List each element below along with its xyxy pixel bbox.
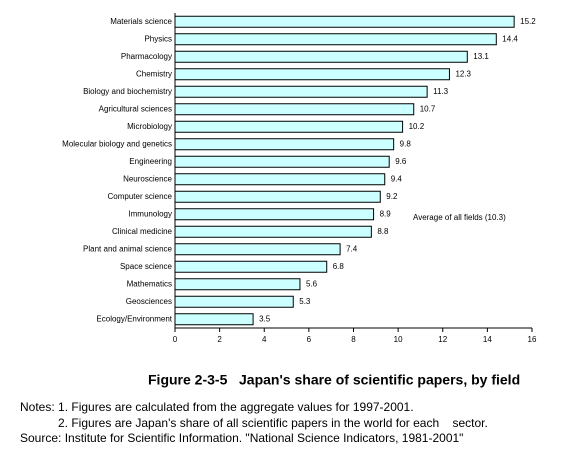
y-tick-label: Computer science	[108, 192, 173, 201]
bar	[174, 190, 381, 203]
x-tick-label: 6	[307, 335, 312, 344]
y-tick-label: Engineering	[129, 157, 172, 166]
bar	[174, 278, 301, 291]
x-tick-label: 0	[173, 335, 178, 344]
bar	[174, 68, 450, 81]
x-tick-label: 2	[217, 335, 222, 344]
bar	[174, 208, 375, 221]
value-label: 11.3	[433, 87, 449, 96]
bar	[174, 50, 468, 63]
value-label: 9.6	[395, 157, 407, 166]
x-tick-label: 10	[394, 335, 403, 344]
y-tick-label: Physics	[144, 34, 172, 43]
y-tick-label: Immunology	[128, 209, 172, 218]
y-tick-label: Neuroscience	[123, 174, 172, 183]
bar	[174, 120, 404, 133]
value-label: 3.5	[259, 314, 271, 323]
bar	[174, 225, 372, 238]
bar	[174, 313, 254, 326]
chart-title: Figure 2-3-5 Japan's share of scientific…	[148, 372, 520, 388]
x-tick-label: 4	[262, 335, 267, 344]
value-label: 8.9	[380, 209, 392, 218]
bar	[174, 138, 395, 151]
y-tick-label: Materials science	[110, 17, 172, 26]
y-tick-label: Molecular biology and genetics	[62, 139, 172, 148]
x-tick-label: 16	[528, 335, 537, 344]
bar	[174, 295, 294, 308]
note: Notes: 1. Figures are calculated from th…	[20, 400, 414, 414]
y-tick-label: Space science	[120, 262, 173, 271]
bar	[174, 260, 328, 273]
y-tick-label: Pharmacology	[121, 52, 172, 61]
y-tick-label: Geosciences	[126, 297, 172, 306]
y-tick-label: Plant and animal science	[83, 244, 172, 253]
x-tick-label: 12	[438, 335, 447, 344]
value-label: 8.8	[377, 227, 389, 236]
y-tick-label: Clinical medicine	[112, 227, 173, 236]
y-tick-label: Agricultural sciences	[99, 104, 172, 113]
x-tick-label: 14	[483, 335, 492, 344]
annotation: Average of all fields (10.3)	[413, 213, 506, 222]
value-label: 5.6	[306, 279, 318, 288]
value-label: 9.8	[400, 139, 412, 148]
value-label: 10.7	[420, 104, 436, 113]
y-tick-label: Chemistry	[136, 69, 172, 78]
value-label: 12.3	[455, 69, 471, 78]
value-label: 14.4	[502, 34, 518, 43]
bar	[174, 33, 497, 46]
value-label: 9.4	[391, 174, 403, 183]
value-label: 10.2	[409, 122, 425, 131]
y-tick-label: Biology and biochemistry	[83, 87, 172, 96]
y-tick-label: Ecology/Environment	[96, 314, 172, 323]
value-label: 6.8	[333, 262, 345, 271]
bar	[174, 15, 515, 28]
note: 2. Figures are Japan's share of all scie…	[58, 416, 488, 430]
value-label: 9.2	[386, 192, 398, 201]
value-label: 5.3	[299, 297, 311, 306]
y-tick-label: Mathematics	[127, 279, 172, 288]
bar	[174, 173, 386, 186]
value-label: 13.1	[473, 52, 489, 61]
x-tick-label: 8	[351, 335, 356, 344]
bar	[174, 155, 390, 168]
bar	[174, 85, 428, 98]
bar	[174, 103, 415, 116]
source-note: Source: Institute for Scientific Informa…	[20, 431, 463, 445]
y-tick-label: Microbiology	[127, 122, 172, 131]
value-label: 15.2	[520, 17, 536, 26]
bar	[174, 243, 341, 256]
value-label: 7.4	[346, 244, 358, 253]
